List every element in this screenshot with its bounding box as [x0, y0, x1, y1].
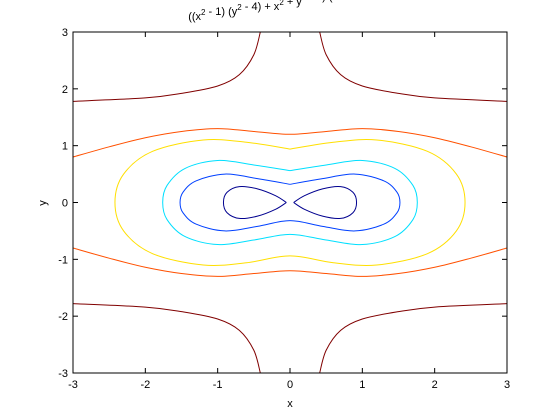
title-text: ((x	[188, 11, 201, 23]
x-tick-label: 2	[432, 379, 438, 391]
y-tick-label: -3	[58, 368, 68, 380]
y-tick-label: -1	[58, 254, 68, 266]
x-tick-label: -3	[68, 379, 78, 391]
title-superscript: 2	[201, 8, 206, 17]
contour-line	[73, 32, 261, 102]
contour-line	[114, 138, 466, 267]
x-tick-label: 0	[287, 379, 293, 391]
x-tick-label: -1	[213, 379, 223, 391]
title-text: + y	[284, 0, 303, 8]
x-tick-label: 1	[359, 379, 365, 391]
contour-line	[319, 32, 507, 102]
title-text: - 4) + x	[242, 1, 280, 13]
contour-line	[73, 303, 261, 373]
contour-line	[222, 185, 287, 220]
title-superscript: 2	[279, 0, 284, 7]
contour-line	[73, 247, 507, 277]
title-superscript: 2	[302, 0, 307, 2]
contour-line	[179, 173, 401, 232]
plot-area	[73, 32, 507, 373]
chart-title: ((x2 - 1) (y2 - 4) + x2 + y2 - 5)/(x2 + …	[188, 0, 392, 23]
title-text: - 1) (y	[205, 6, 237, 18]
contour-line	[293, 185, 358, 220]
x-tick-label: 3	[504, 379, 510, 391]
title-text: - 5)/(x	[306, 0, 338, 3]
title-superscript: 2	[237, 3, 242, 12]
y-tick-label: -2	[58, 311, 68, 323]
x-axis-label: x	[287, 398, 293, 410]
contour-line	[73, 128, 507, 158]
y-tick-label: 0	[62, 198, 68, 210]
y-tick-label: 2	[62, 84, 68, 96]
y-tick-label: 1	[62, 141, 68, 153]
contour-line	[162, 159, 418, 246]
contour-line	[319, 303, 507, 373]
y-axis-label: y	[37, 200, 49, 206]
y-tick-label: 3	[62, 27, 68, 39]
x-tick-label: -2	[140, 379, 150, 391]
